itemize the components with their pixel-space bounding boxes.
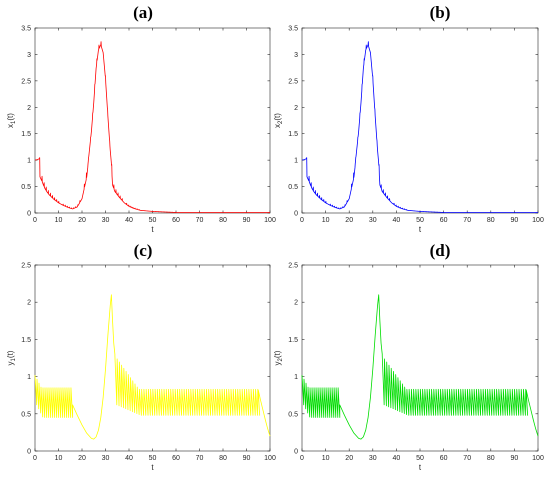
panel-title-b: (b): [430, 3, 451, 22]
x-tick-label: 100: [532, 217, 544, 224]
panel-title-d: (d): [430, 241, 451, 260]
axes-frame-d: [301, 264, 539, 452]
x-tick-label: 30: [369, 217, 377, 224]
x-tick-label: 70: [196, 217, 204, 224]
x-tick-label: 80: [487, 455, 495, 462]
x-tick-label: 10: [55, 217, 63, 224]
y-tick-label: 1: [294, 158, 298, 165]
axes-frame-c: [34, 264, 271, 452]
y-tick-label: 2: [27, 300, 31, 307]
x-tick-label: 70: [463, 455, 471, 462]
x-tick-label: 60: [440, 217, 448, 224]
axes-frame-a: [34, 27, 271, 214]
x-tick-label: 0: [300, 217, 304, 224]
y-tick-label: 2: [27, 105, 31, 112]
y-tick-label: 0.5: [288, 184, 298, 191]
x-tick-label: 60: [440, 455, 448, 462]
x-tick-label: 20: [345, 455, 353, 462]
x-tick-label: 0: [300, 455, 304, 462]
x-axis-label: t: [419, 225, 422, 234]
x-tick-label: 20: [78, 455, 86, 462]
x-tick-label: 40: [393, 455, 401, 462]
y-tick-label: 1.5: [288, 337, 298, 344]
x-tick-label: 10: [55, 455, 63, 462]
panel-title-a: (a): [133, 3, 153, 22]
y-tick-label: 1.5: [288, 131, 298, 138]
x-tick-label: 90: [511, 455, 519, 462]
y-tick-label: 2.5: [288, 263, 298, 270]
series-line-c: [34, 294, 271, 440]
y-tick-label: 1.5: [21, 131, 31, 138]
x-tick-label: 80: [219, 217, 227, 224]
x-tick-label: 0: [33, 217, 37, 224]
y-tick-label: 0: [27, 449, 31, 456]
x-axis-label: t: [419, 463, 422, 472]
y-axis-label: y1(t): [6, 350, 17, 365]
y-tick-label: 1: [27, 158, 31, 165]
panel-a: (a) 0 10 20 30 40 50 60 70 80 90 100 0 0.5 1 1.5 2 2.5 3 3.…: [6, 3, 276, 234]
y-tick-label: 0.5: [288, 411, 298, 418]
y-tick-label: 1.5: [21, 337, 31, 344]
y-tick-label: 1: [27, 374, 31, 381]
x-tick-label: 0: [33, 455, 37, 462]
y-axis-label: y2(t): [273, 350, 284, 365]
y-tick-label: 1: [294, 374, 298, 381]
y-tick-label: 2.5: [21, 263, 31, 270]
x-tick-label: 60: [172, 217, 180, 224]
x-axis-label: t: [151, 463, 154, 472]
x-tick-label: 100: [264, 217, 276, 224]
y-tick-label: 3: [27, 52, 31, 59]
y-tick-label: 2: [294, 105, 298, 112]
x-tick-label: 30: [102, 455, 110, 462]
x-tick-label: 90: [243, 217, 251, 224]
panel-b: (b) 0 10 20 30 40 50 60 70 80 90 100 0 0.5 1 1.5 2 2.5 3 3.…: [273, 3, 544, 234]
y-tick-label: 0: [294, 211, 298, 218]
x-tick-label: 100: [532, 455, 544, 462]
x-tick-label: 20: [345, 217, 353, 224]
x-tick-label: 70: [196, 455, 204, 462]
y-tick-label: 2.5: [288, 78, 298, 85]
series-line-a: [34, 41, 271, 213]
x-tick-label: 10: [322, 455, 330, 462]
x-tick-label: 60: [172, 455, 180, 462]
x-axis-label: t: [151, 225, 154, 234]
panel-c: (c) 0 10 20 30 40 50 60 70 80 90 100 0 0.5 1 1.5 2 2.5 t y1…: [6, 241, 276, 472]
x-tick-label: 50: [149, 455, 157, 462]
y-tick-label: 0.5: [21, 184, 31, 191]
y-tick-label: 3.5: [21, 26, 31, 33]
x-tick-label: 10: [322, 217, 330, 224]
x-tick-label: 80: [487, 217, 495, 224]
x-tick-label: 90: [243, 455, 251, 462]
x-tick-label: 30: [369, 455, 377, 462]
y-tick-label: 0.5: [21, 411, 31, 418]
x-tick-label: 40: [393, 217, 401, 224]
panel-title-c: (c): [134, 241, 153, 260]
y-tick-label: 2.5: [21, 78, 31, 85]
x-tick-label: 100: [264, 455, 276, 462]
y-tick-label: 0: [294, 449, 298, 456]
x-tick-label: 90: [511, 217, 519, 224]
y-tick-label: 0: [27, 211, 31, 218]
x-tick-label: 50: [416, 217, 424, 224]
panel-d: (d) 0 10 20 30 40 50 60 70 80 90 100 0 0.5 1 1.5 2 2.5 t y2…: [273, 241, 544, 472]
axes-frame-b: [301, 27, 539, 214]
x-tick-label: 40: [125, 455, 133, 462]
y-tick-label: 3: [294, 52, 298, 59]
x-tick-label: 70: [463, 217, 471, 224]
x-tick-label: 50: [149, 217, 157, 224]
series-line-d: [301, 294, 539, 440]
x-tick-label: 30: [102, 217, 110, 224]
x-tick-label: 40: [125, 217, 133, 224]
x-tick-label: 20: [78, 217, 86, 224]
y-axis-label: x1(t): [6, 113, 17, 128]
y-tick-label: 3.5: [288, 26, 298, 33]
y-tick-label: 2: [294, 300, 298, 307]
x-tick-label: 80: [219, 455, 227, 462]
series-line-b: [301, 41, 539, 213]
x-tick-label: 50: [416, 455, 424, 462]
y-axis-label: x2(t): [273, 113, 284, 128]
